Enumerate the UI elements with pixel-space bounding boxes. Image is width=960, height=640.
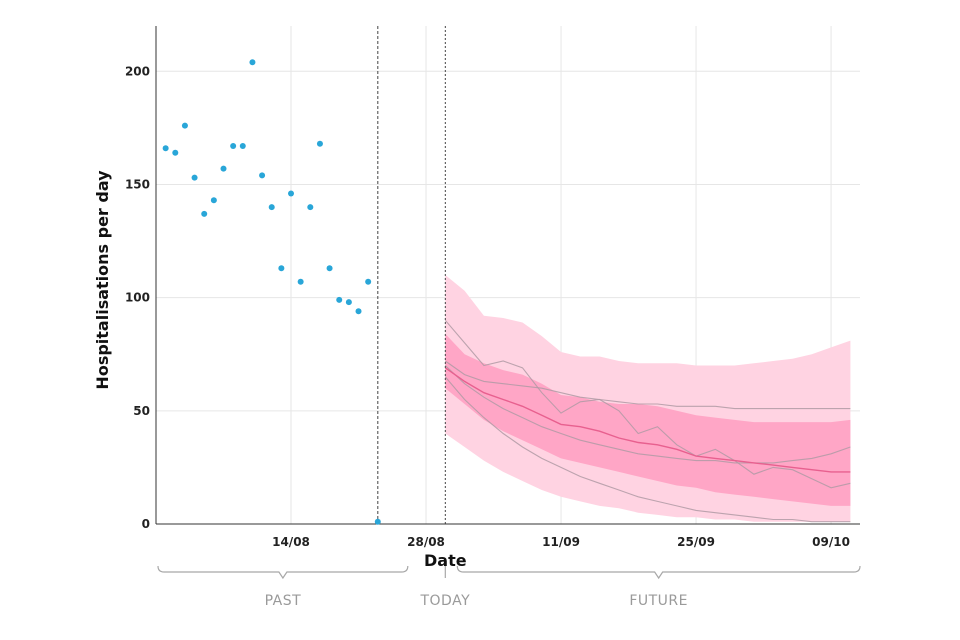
- x-tick-label: 14/08: [272, 535, 310, 549]
- y-tick-label: 50: [133, 404, 150, 418]
- y-axis-title: Hospitalisations per day: [93, 170, 112, 390]
- observed-point: [365, 278, 372, 285]
- period-brackets: [157, 565, 861, 580]
- trajectory-line: [444, 319, 851, 489]
- observed-point: [268, 204, 275, 211]
- forecast-bands: [445, 275, 851, 522]
- observed-point: [345, 299, 352, 306]
- forecast-trajectories: [444, 319, 851, 523]
- observed-points: [162, 59, 381, 525]
- observed-point: [374, 518, 381, 525]
- observed-point: [210, 197, 217, 204]
- observed-point: [326, 265, 333, 272]
- axes: [155, 26, 860, 525]
- y-tick-label: 0: [142, 517, 150, 531]
- x-tick-label: 25/09: [677, 535, 715, 549]
- today-label: TODAY: [419, 593, 470, 609]
- trajectory-line: [444, 365, 851, 464]
- observed-point: [259, 172, 266, 179]
- observed-point: [297, 278, 304, 285]
- y-tick-label: 200: [125, 64, 150, 78]
- past-label: PAST: [265, 593, 302, 609]
- trajectory-line: [444, 376, 851, 523]
- grid-lines: [156, 26, 860, 524]
- observed-point: [230, 142, 237, 149]
- median-line: [444, 367, 851, 473]
- observed-point: [220, 165, 227, 172]
- x-axis-title: Date: [424, 551, 467, 570]
- observed-point: [307, 204, 314, 211]
- x-tick-label: 28/08: [407, 535, 445, 549]
- past-bracket: [157, 565, 409, 580]
- observed-point: [336, 296, 343, 303]
- observed-point: [191, 174, 198, 181]
- date-markers: [377, 26, 446, 524]
- future-label: FUTURE: [629, 593, 688, 609]
- observed-point: [278, 265, 285, 272]
- observed-point: [162, 145, 169, 152]
- future-bracket: [456, 565, 861, 580]
- observed-point: [239, 142, 246, 149]
- observed-point: [249, 59, 256, 66]
- observed-point: [201, 210, 208, 217]
- y-tick-label: 100: [125, 291, 150, 305]
- observed-point: [181, 122, 188, 129]
- x-tick-label: 11/09: [542, 535, 580, 549]
- y-tick-label: 150: [125, 177, 150, 191]
- x-tick-label: 09/10: [812, 535, 850, 549]
- trajectory-line: [444, 360, 851, 410]
- observed-point: [316, 140, 323, 147]
- tick-labels: 0 50 100 150 200 14/08 28/08 11/09 25/09 09/10: [125, 64, 850, 549]
- observed-point: [355, 308, 362, 315]
- observed-point: [172, 149, 179, 156]
- observed-point: [288, 190, 295, 197]
